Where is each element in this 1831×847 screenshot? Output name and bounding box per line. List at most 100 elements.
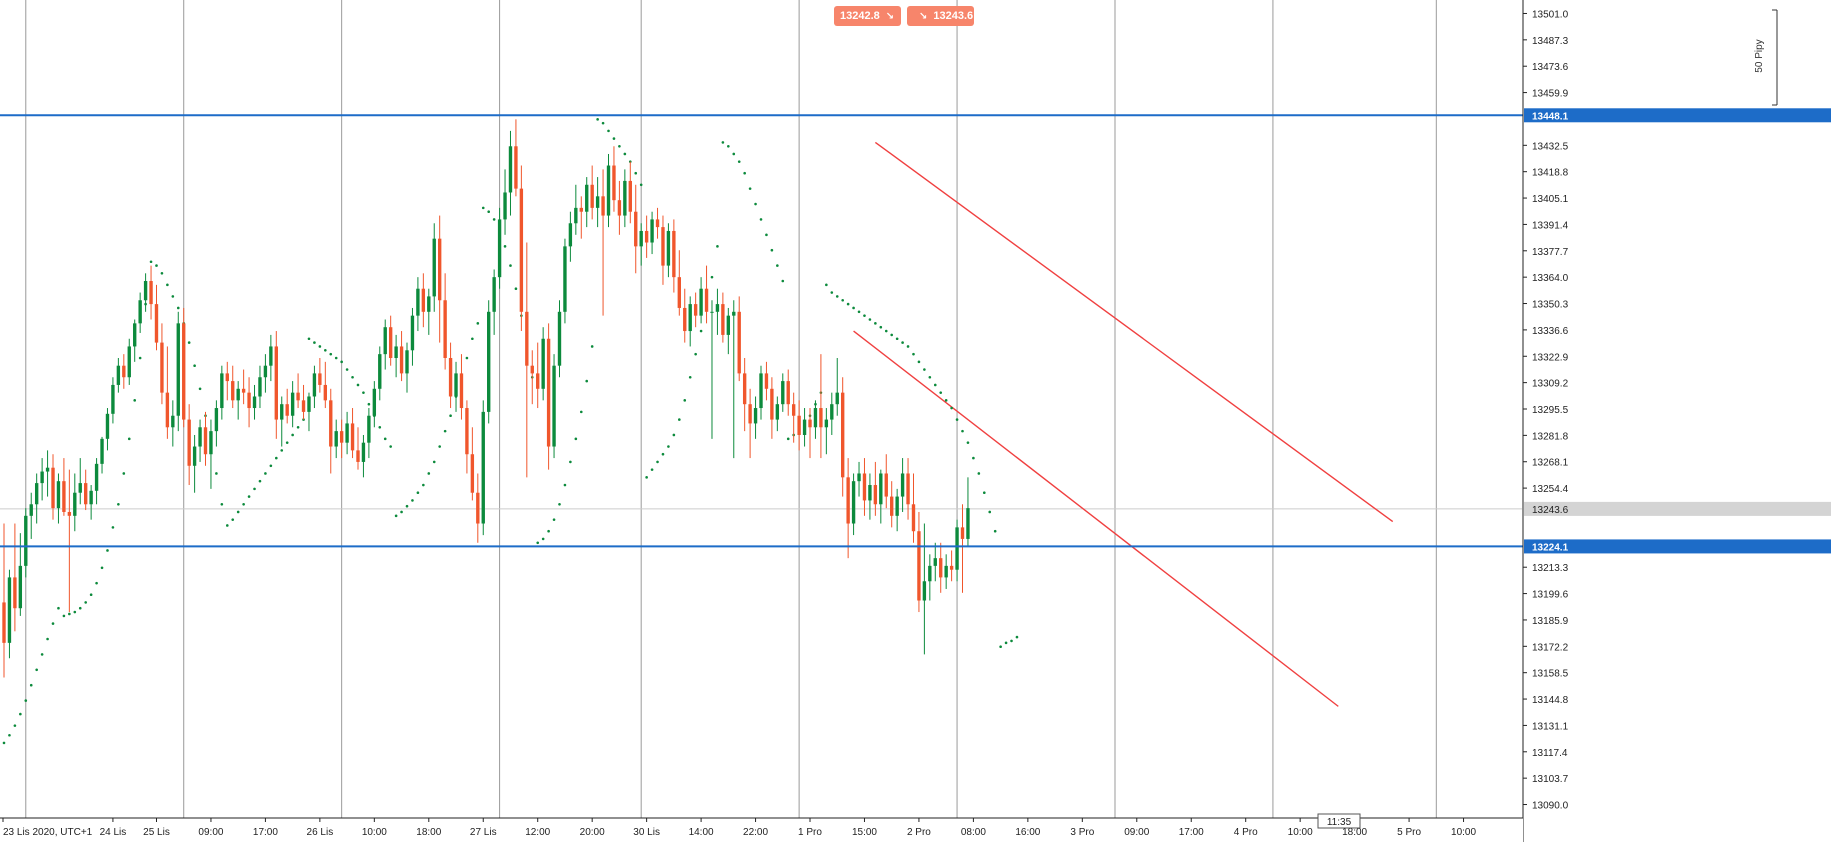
candle[interactable]	[133, 319, 137, 362]
candle[interactable]	[895, 488, 899, 532]
candle[interactable]	[704, 265, 709, 324]
candle[interactable]	[574, 184, 578, 235]
candle[interactable]	[590, 165, 594, 220]
candle[interactable]	[835, 357, 839, 416]
candle[interactable]	[487, 300, 491, 424]
candle[interactable]	[40, 458, 44, 501]
candle[interactable]	[557, 300, 562, 378]
candle[interactable]	[944, 554, 948, 589]
candle[interactable]	[922, 523, 927, 655]
candle[interactable]	[470, 427, 475, 501]
candle[interactable]	[514, 119, 518, 197]
candle[interactable]	[241, 369, 246, 405]
candle[interactable]	[154, 284, 159, 351]
candle[interactable]	[650, 211, 654, 255]
candle[interactable]	[906, 458, 910, 520]
candle[interactable]	[802, 408, 807, 447]
candle[interactable]	[13, 523, 17, 632]
candle[interactable]	[612, 146, 616, 212]
candle[interactable]	[568, 211, 573, 262]
candle[interactable]	[323, 361, 328, 409]
candle[interactable]	[209, 419, 213, 489]
candle[interactable]	[928, 554, 932, 601]
candle[interactable]	[753, 396, 758, 439]
candle[interactable]	[448, 342, 453, 409]
candle[interactable]	[274, 331, 278, 439]
candle[interactable]	[361, 434, 366, 478]
candle[interactable]	[813, 400, 818, 439]
channel-upper-line[interactable]	[874, 141, 1394, 523]
candle[interactable]	[601, 169, 605, 316]
candle[interactable]	[100, 436, 104, 474]
candle[interactable]	[465, 400, 469, 474]
candle[interactable]	[198, 419, 202, 462]
candle[interactable]	[94, 458, 99, 505]
candle[interactable]	[737, 296, 741, 382]
candle[interactable]	[508, 130, 513, 216]
candle[interactable]	[862, 458, 867, 516]
candle[interactable]	[857, 461, 861, 497]
candle[interactable]	[378, 346, 382, 401]
channel-lower-line[interactable]	[853, 330, 1339, 707]
candle[interactable]	[454, 361, 458, 412]
candle[interactable]	[721, 292, 725, 343]
candle[interactable]	[595, 177, 600, 228]
candle[interactable]	[372, 381, 377, 428]
candle[interactable]	[563, 238, 567, 324]
candle[interactable]	[116, 357, 121, 393]
candle[interactable]	[683, 288, 687, 343]
candle[interactable]	[399, 331, 404, 382]
candle[interactable]	[421, 273, 426, 328]
candle[interactable]	[62, 458, 66, 516]
candle[interactable]	[258, 365, 262, 409]
candle[interactable]	[617, 180, 622, 235]
candle[interactable]	[672, 219, 676, 293]
candle[interactable]	[606, 153, 611, 228]
candle[interactable]	[2, 523, 6, 678]
candles[interactable]	[2, 119, 970, 678]
candle[interactable]	[644, 215, 649, 258]
candle[interactable]	[879, 469, 883, 524]
candle[interactable]	[585, 177, 589, 228]
candle[interactable]	[143, 273, 148, 312]
candle[interactable]	[443, 273, 447, 370]
candle[interactable]	[748, 388, 752, 459]
candle[interactable]	[661, 215, 665, 285]
candle[interactable]	[122, 354, 126, 389]
candle[interactable]	[530, 350, 534, 405]
candle[interactable]	[89, 485, 93, 520]
candle[interactable]	[84, 469, 88, 511]
candle[interactable]	[911, 473, 916, 543]
candle[interactable]	[775, 396, 780, 432]
candle[interactable]	[639, 223, 643, 266]
candle[interactable]	[187, 404, 191, 486]
candle[interactable]	[231, 365, 235, 409]
candle[interactable]	[623, 169, 627, 228]
candle[interactable]	[111, 377, 115, 424]
candle[interactable]	[868, 473, 872, 520]
candle[interactable]	[939, 542, 943, 593]
candle[interactable]	[45, 450, 50, 497]
candle[interactable]	[290, 381, 295, 428]
candle[interactable]	[394, 334, 398, 378]
candle[interactable]	[350, 408, 355, 459]
candle[interactable]	[655, 207, 660, 239]
candle[interactable]	[917, 511, 921, 613]
candle[interactable]	[786, 369, 790, 416]
candle[interactable]	[579, 196, 583, 239]
candle[interactable]	[29, 492, 33, 539]
candle[interactable]	[105, 408, 110, 451]
price-axis[interactable]: 13501.0 13487.3 13473.6 13459.9 13432.5 13418…	[1522, 0, 1831, 842]
candle[interactable]	[252, 384, 257, 420]
candle[interactable]	[307, 392, 311, 432]
candle[interactable]	[51, 454, 55, 520]
candle[interactable]	[824, 408, 829, 455]
candle[interactable]	[203, 411, 208, 466]
candle[interactable]	[770, 377, 774, 439]
candle[interactable]	[410, 307, 415, 366]
candle[interactable]	[933, 542, 937, 582]
candle[interactable]	[884, 454, 888, 509]
candle[interactable]	[34, 473, 39, 524]
candle[interactable]	[628, 161, 632, 224]
